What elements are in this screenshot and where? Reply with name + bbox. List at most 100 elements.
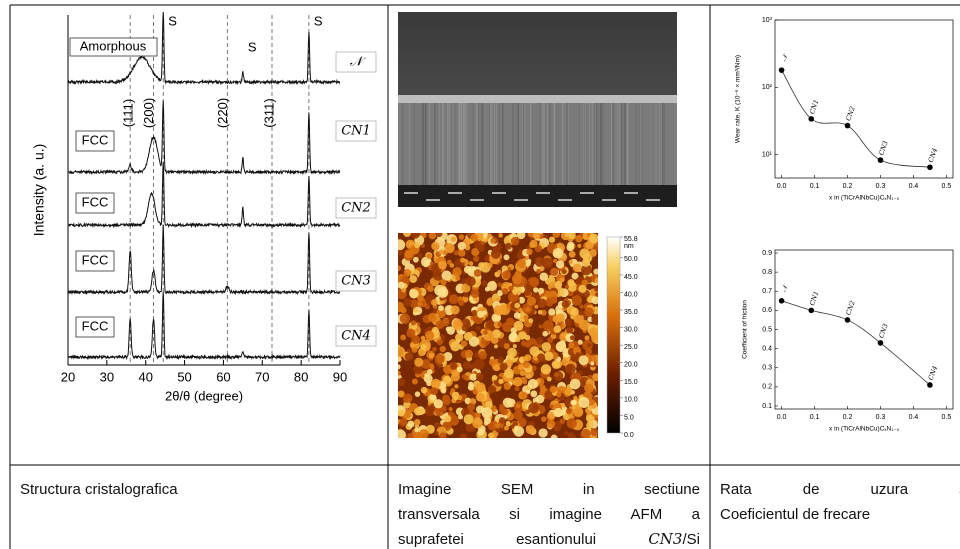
afm-grain [467,402,475,411]
afm-grain [529,277,540,288]
afm-grain [436,339,443,346]
afm-grain [398,301,405,313]
afm-grain [454,384,459,389]
afm-grain [559,418,565,424]
sem-column [460,103,463,185]
afm-grain [591,314,598,325]
caption-text: /Si [682,531,700,548]
afm-grain [414,242,421,249]
sem-column [433,103,436,185]
afm-grain [577,243,582,248]
afm-grain [464,349,474,359]
data-point [808,116,815,122]
x-tick-label: 60 [216,369,230,384]
sem-column [674,103,677,185]
sem-column [673,103,675,185]
sem-column [618,103,621,185]
sem-column [583,103,585,185]
afm-grain [498,378,504,384]
sem-info [602,199,616,201]
afm-grain [506,317,515,326]
x-tick-label: 0.0 [777,183,787,190]
afm-grain [554,372,559,378]
colorbar-label: 55.8 [624,236,638,243]
afm-grain [406,328,416,338]
sem-info [558,199,572,201]
afm-grain [407,420,415,428]
afm-grain [581,264,592,276]
sem-info [624,192,638,194]
afm-grain [552,248,564,259]
afm-grain [414,357,424,367]
caption-structure: Structura cristalografica [20,481,178,498]
x-axis-label: x in (TiCrAlNbCu)CₓN₁₋ₓ [829,195,900,202]
afm-grain [537,298,547,309]
afm-grain [510,236,520,246]
afm-grain [523,288,532,297]
annotation: FCC [82,194,109,209]
afm-grain [528,402,540,414]
afm-grain [409,289,419,299]
x-axis-label: x in (TiCrAlNbCu)CₓN₁₋ₓ [829,426,900,433]
sem-column [458,103,460,185]
afm-grain [420,243,426,248]
afm-grain [566,418,577,429]
afm-grain [465,276,476,287]
sem-column [637,103,639,185]
sem-column [399,103,401,185]
sem-column [502,103,504,185]
sem-column [464,103,467,185]
afm-grain [398,346,406,358]
afm-grain [573,406,584,418]
sem-column [474,103,476,185]
afm-grain [398,364,401,370]
y-tick-label: 0.6 [762,307,772,314]
afm-grain [487,385,497,394]
sem-column [594,103,596,185]
sample-label: CN3 [341,274,371,289]
annotation: FCC [82,132,109,147]
sem-column [641,103,643,185]
afm-grain [398,378,406,386]
afm-grain [417,294,424,302]
sem-column [421,103,424,185]
afm-grain [584,307,594,317]
afm-grain [568,250,576,258]
sem-column [534,103,535,185]
afm-grain [561,300,570,308]
afm-grain [534,304,539,309]
afm-grain [502,270,511,279]
afm-grain [538,324,543,329]
afm-grain [463,293,468,298]
afm-grain [475,372,484,381]
sem-column [404,103,406,185]
afm-grain [520,391,528,400]
afm-grain [594,277,598,284]
annotation-box [75,316,115,338]
sem-column [493,103,495,185]
afm-grain [460,257,466,263]
sem-column [567,103,569,185]
afm-grain [578,309,584,316]
afm-grain [556,313,565,323]
afm-grain [584,335,590,341]
afm-grain [478,351,488,360]
afm-grain [535,337,544,345]
data-point [844,122,851,129]
afm-grain [473,358,485,370]
afm-grain [398,370,401,376]
afm-grain [414,407,423,416]
afm-grain [490,248,501,259]
x-tick-label: 80 [294,369,308,384]
afm-grain [495,297,500,303]
afm-grain [456,366,463,373]
afm-grain [518,331,527,340]
afm-grain [587,374,593,380]
afm-grain [503,343,510,350]
point-label: 𝒩 [780,51,791,62]
afm-grain [526,296,537,306]
afm-grain [578,355,589,366]
colorbar-label: 45.0 [624,274,638,281]
sem-column [640,103,642,185]
afm-grain [590,428,598,437]
